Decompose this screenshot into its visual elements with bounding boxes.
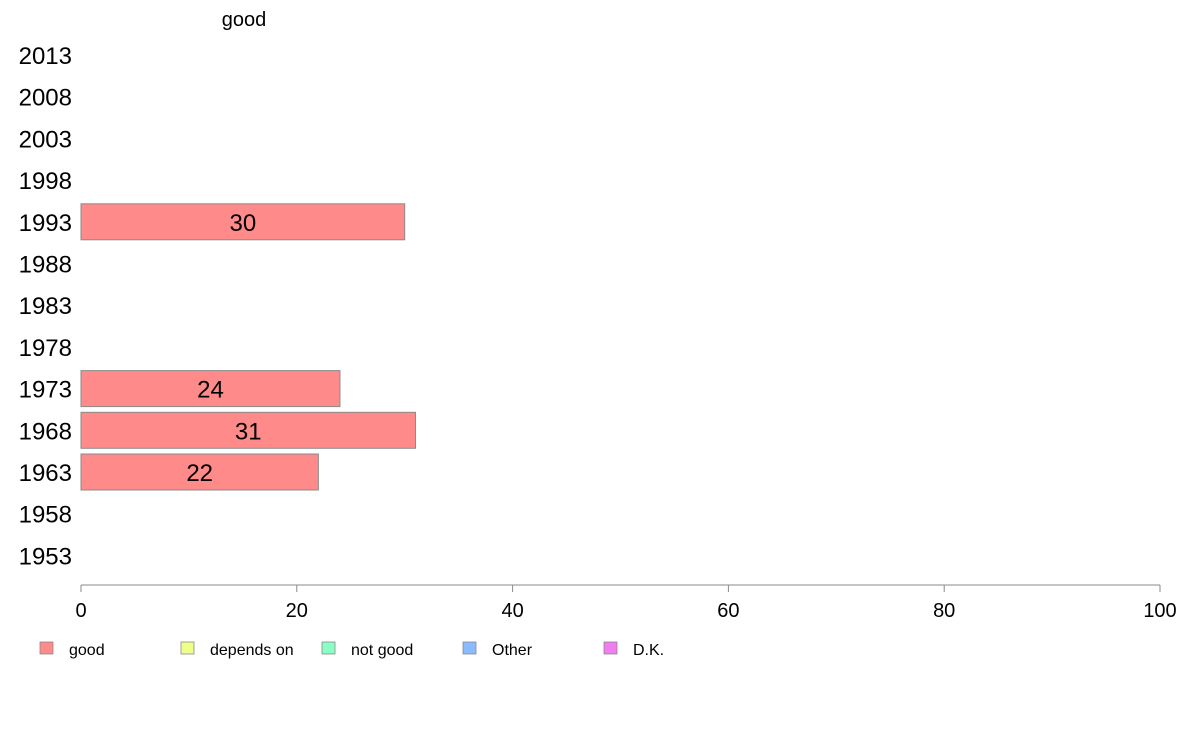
legend-swatch <box>180 641 195 655</box>
y-tick-label: 1963 <box>19 460 72 487</box>
x-tick-label: 0 <box>75 600 86 622</box>
y-tick-label: 1973 <box>19 377 72 404</box>
legend-swatch <box>603 641 618 655</box>
bar <box>80 203 406 241</box>
legend-label: depends on <box>210 642 294 659</box>
bar <box>80 370 341 408</box>
legend-label: D.K. <box>633 642 664 659</box>
x-tick-label: 60 <box>717 600 739 622</box>
data-label: 31 <box>235 418 262 445</box>
data-labels: 30 24 31 22 <box>186 210 261 487</box>
data-label: 24 <box>197 377 224 404</box>
y-tick-label: 1983 <box>19 293 72 320</box>
legend-swatch <box>462 641 477 655</box>
data-label: 22 <box>186 460 213 487</box>
y-tick-label: 1988 <box>19 252 72 279</box>
bars <box>80 203 416 491</box>
y-tick-label: 1993 <box>19 210 72 237</box>
y-tick-label: 1953 <box>19 543 72 570</box>
x-tick-label: 20 <box>286 600 308 622</box>
y-tick-labels: 2013 2008 2003 1998 1993 1988 1983 1978 1973 1968… <box>19 43 72 570</box>
x-tick-label: 40 <box>501 600 523 622</box>
y-tick-label: 2013 <box>19 43 72 70</box>
legend-label: good <box>69 642 105 659</box>
y-tick-label: 1978 <box>19 335 72 362</box>
y-tick-label: 1968 <box>19 418 72 445</box>
y-tick-label: 1998 <box>19 168 72 195</box>
y-tick-label: 2008 <box>19 85 72 112</box>
legend: good depends on not good Other D.K. <box>39 641 664 659</box>
chart-title: good <box>222 9 267 31</box>
bar <box>80 453 319 491</box>
legend-label: not good <box>351 642 413 659</box>
x-tick-label: 100 <box>1143 600 1176 622</box>
legend-label: Other <box>492 642 533 659</box>
legend-swatch <box>321 641 336 655</box>
x-tick-label: 80 <box>933 600 955 622</box>
y-tick-label: 2003 <box>19 126 72 153</box>
y-tick-label: 1958 <box>19 502 72 529</box>
legend-swatch <box>39 641 54 655</box>
data-label: 30 <box>229 210 256 237</box>
bar <box>80 411 416 449</box>
x-axis: 0 20 40 60 80 100 <box>75 584 1177 622</box>
